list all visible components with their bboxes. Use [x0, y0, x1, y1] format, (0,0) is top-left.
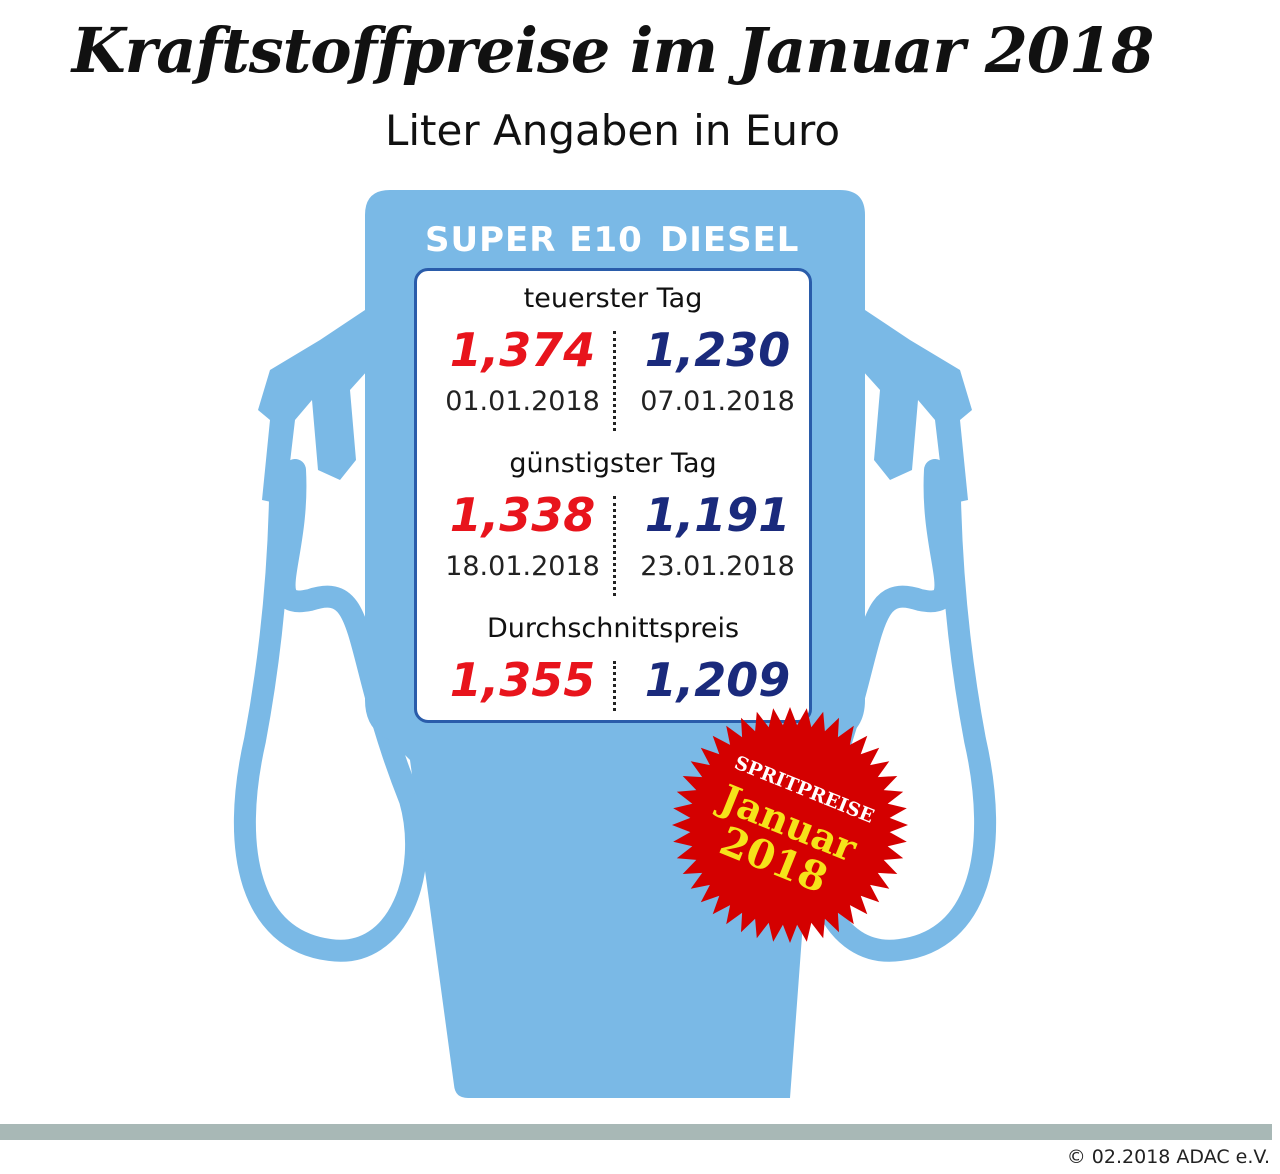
- super-e10-max-price: 1,374: [449, 323, 596, 377]
- nozzle-right: [862, 310, 972, 505]
- diesel-min-date: 23.01.2018: [640, 551, 795, 582]
- column-header-super-e10: SUPER E10: [425, 220, 643, 260]
- column-header-diesel: DIESEL: [660, 220, 800, 260]
- super-e10-max-date: 01.01.2018: [445, 386, 600, 417]
- copyright: © 02.2018 ADAC e.V.: [1066, 1146, 1270, 1168]
- footer-bar: [0, 1124, 1272, 1140]
- divider: [613, 331, 616, 431]
- super-e10-min-date: 18.01.2018: [445, 551, 600, 582]
- section-label-average: Durchschnittspreis: [486, 613, 740, 644]
- hose-left: [234, 459, 428, 962]
- diesel-max-price: 1,230: [644, 323, 791, 377]
- page-subtitle: Liter Angaben in Euro: [384, 106, 841, 155]
- super-e10-avg-price: 1,355: [449, 653, 596, 707]
- diesel-min-price: 1,191: [644, 488, 791, 542]
- divider: [613, 496, 616, 596]
- badge-starburst: [672, 707, 908, 943]
- spritpreise-badge: SPRITPREISE Januar 2018: [672, 707, 908, 943]
- page-title: Kraftstoffpreise im Januar 2018: [71, 14, 1155, 87]
- divider: [613, 661, 616, 711]
- super-e10-min-price: 1,338: [449, 488, 596, 542]
- price-panel: teuerster Tag 1,374 1,230 01.01.2018 07.…: [414, 268, 812, 723]
- diesel-avg-price: 1,209: [644, 653, 791, 707]
- nozzle-left: [258, 310, 368, 505]
- section-label-cheapest: günstigster Tag: [509, 448, 717, 479]
- diesel-max-date: 07.01.2018: [640, 386, 795, 417]
- section-label-most-expensive: teuerster Tag: [523, 283, 703, 314]
